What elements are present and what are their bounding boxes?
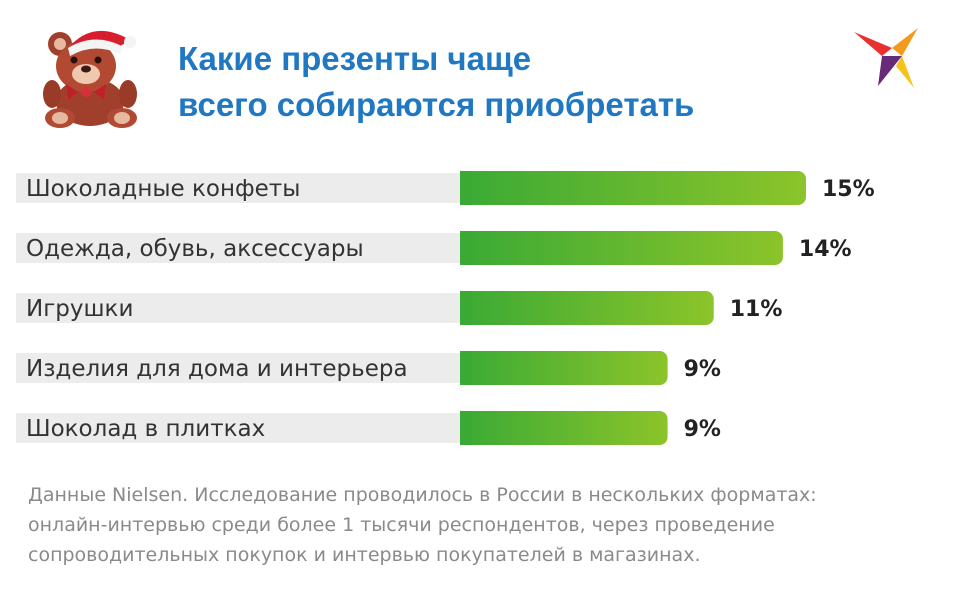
title-line-1: Какие презенты чаще — [178, 40, 532, 77]
bar — [460, 411, 668, 445]
category-label: Игрушки — [26, 296, 133, 322]
title-line-2: всего собираются приобретать — [178, 86, 695, 123]
category-label: Шоколад в плитках — [26, 416, 265, 442]
value-label: 9% — [684, 417, 721, 442]
value-label: 14% — [799, 237, 852, 262]
category-band — [16, 233, 460, 263]
bar-left-edge — [460, 411, 472, 445]
bar-left-edge — [460, 231, 472, 265]
bar-left-edge — [460, 291, 472, 325]
bar-left-edge — [460, 171, 472, 205]
bar — [460, 351, 668, 385]
category-band — [16, 293, 460, 323]
bar — [460, 171, 806, 205]
source-line-1: Данные Nielsen. Исследование проводилось… — [28, 484, 817, 506]
source-line-3: сопроводительных покупок и интервью поку… — [28, 544, 701, 566]
value-label: 9% — [684, 357, 721, 382]
category-band — [16, 413, 460, 443]
swallow-logo-icon — [854, 28, 918, 88]
bar — [460, 291, 714, 325]
bar — [460, 231, 783, 265]
value-label: 15% — [822, 177, 875, 202]
category-label: Одежда, обувь, аксессуары — [26, 236, 364, 262]
category-band — [16, 173, 460, 203]
category-label: Шоколадные конфеты — [26, 176, 300, 202]
teddy-bear-santa-hat-icon — [43, 30, 137, 128]
category-band — [16, 353, 460, 383]
source-note: Данные Nielsen. Исследование проводилось… — [28, 480, 928, 570]
value-label: 11% — [730, 297, 783, 322]
chart-title: Какие презенты чаще всего собираются при… — [178, 36, 694, 128]
source-line-2: онлайн-интервью среди более 1 тысячи рес… — [28, 514, 775, 536]
bar-chart: Шоколадные конфеты 15% Одежда, обувь, аксе… — [16, 171, 875, 445]
category-label: Изделия для дома и интерьера — [26, 356, 408, 382]
bar-left-edge — [460, 351, 472, 385]
